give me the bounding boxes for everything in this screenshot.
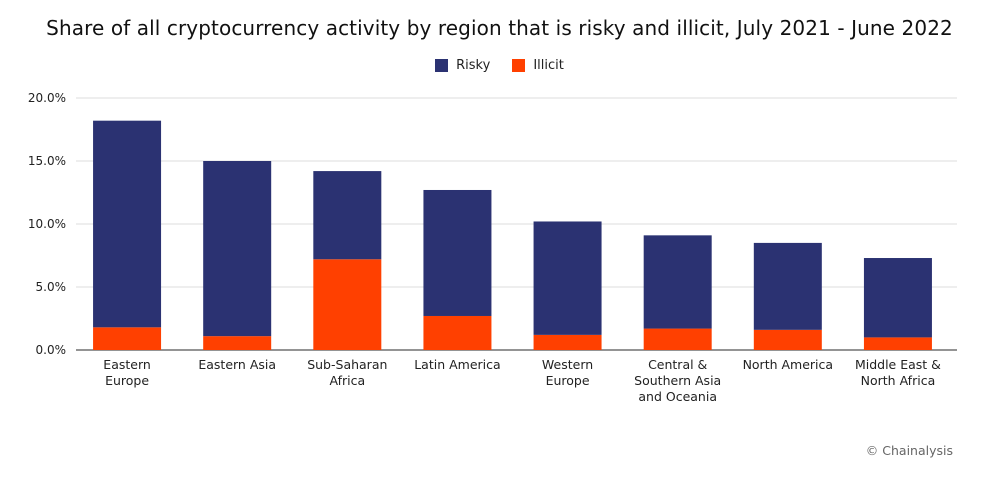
x-tick-label-line: Sub-Saharan bbox=[307, 357, 388, 372]
y-tick-label: 0.0% bbox=[36, 343, 67, 357]
x-tick-label-line: North Africa bbox=[860, 373, 936, 388]
bar-illicit bbox=[203, 336, 272, 350]
bar-risky bbox=[313, 171, 382, 260]
y-tick-label: 10.0% bbox=[28, 217, 66, 231]
x-tick-label: Latin America bbox=[402, 357, 512, 373]
legend-item-illicit: Illicit bbox=[512, 58, 564, 73]
bar-illicit bbox=[753, 329, 822, 350]
x-tick-label-line: Europe bbox=[105, 373, 150, 388]
x-tick-label-line: North America bbox=[742, 357, 834, 372]
bar-illicit bbox=[423, 315, 492, 350]
bar-risky bbox=[423, 189, 492, 316]
x-tick-label: Eastern Asia bbox=[182, 357, 292, 373]
x-tick-label-line: Europe bbox=[545, 373, 590, 388]
bar-risky bbox=[203, 161, 272, 337]
legend-label-risky: Risky bbox=[456, 58, 491, 73]
bar-risky bbox=[533, 221, 602, 335]
x-tick-label: Western Europe bbox=[513, 357, 623, 389]
x-tick-label-line: Latin America bbox=[414, 357, 501, 372]
x-tick-label: Central & Southern Asia and Oceania bbox=[623, 357, 733, 405]
x-tick-label-line: Western bbox=[541, 357, 594, 372]
bar-illicit bbox=[93, 327, 162, 350]
legend-swatch-illicit bbox=[512, 59, 526, 72]
bar-illicit bbox=[863, 337, 932, 350]
chart-title: Share of all cryptocurrency activity by … bbox=[46, 16, 953, 40]
y-tick-label: 20.0% bbox=[28, 91, 66, 105]
bar-risky bbox=[643, 235, 712, 329]
source-credit: © Chainalysis bbox=[865, 443, 953, 458]
x-tick-label: Middle East & North Africa bbox=[843, 357, 953, 389]
x-tick-label: Sub-Saharan Africa bbox=[292, 357, 402, 389]
bar-illicit bbox=[643, 328, 712, 350]
bar-risky bbox=[863, 258, 932, 338]
bar-risky bbox=[93, 120, 162, 328]
x-tick-label-line: Eastern bbox=[103, 357, 151, 372]
legend-item-risky: Risky bbox=[435, 58, 490, 73]
bar-illicit bbox=[533, 334, 602, 350]
bar-illicit bbox=[313, 259, 382, 350]
legend-label-illicit: Illicit bbox=[533, 58, 564, 73]
y-tick-label: 15.0% bbox=[28, 154, 66, 168]
y-tick-label: 5.0% bbox=[36, 280, 67, 294]
x-tick-label-line: Africa bbox=[329, 373, 366, 388]
legend-swatch-risky bbox=[435, 59, 449, 72]
x-tick-label-line: Southern Asia bbox=[634, 373, 722, 388]
x-tick-label-line: and Oceania bbox=[638, 389, 717, 404]
x-tick-label: Eastern Europe bbox=[72, 357, 182, 389]
x-tick-label-line: Eastern Asia bbox=[198, 357, 277, 372]
legend: Risky Illicit bbox=[0, 58, 999, 73]
x-tick-label-line: Central & bbox=[648, 357, 708, 372]
bar-risky bbox=[753, 242, 822, 330]
x-tick-label-line: Middle East & bbox=[854, 357, 941, 372]
x-tick-label: North America bbox=[733, 357, 843, 373]
